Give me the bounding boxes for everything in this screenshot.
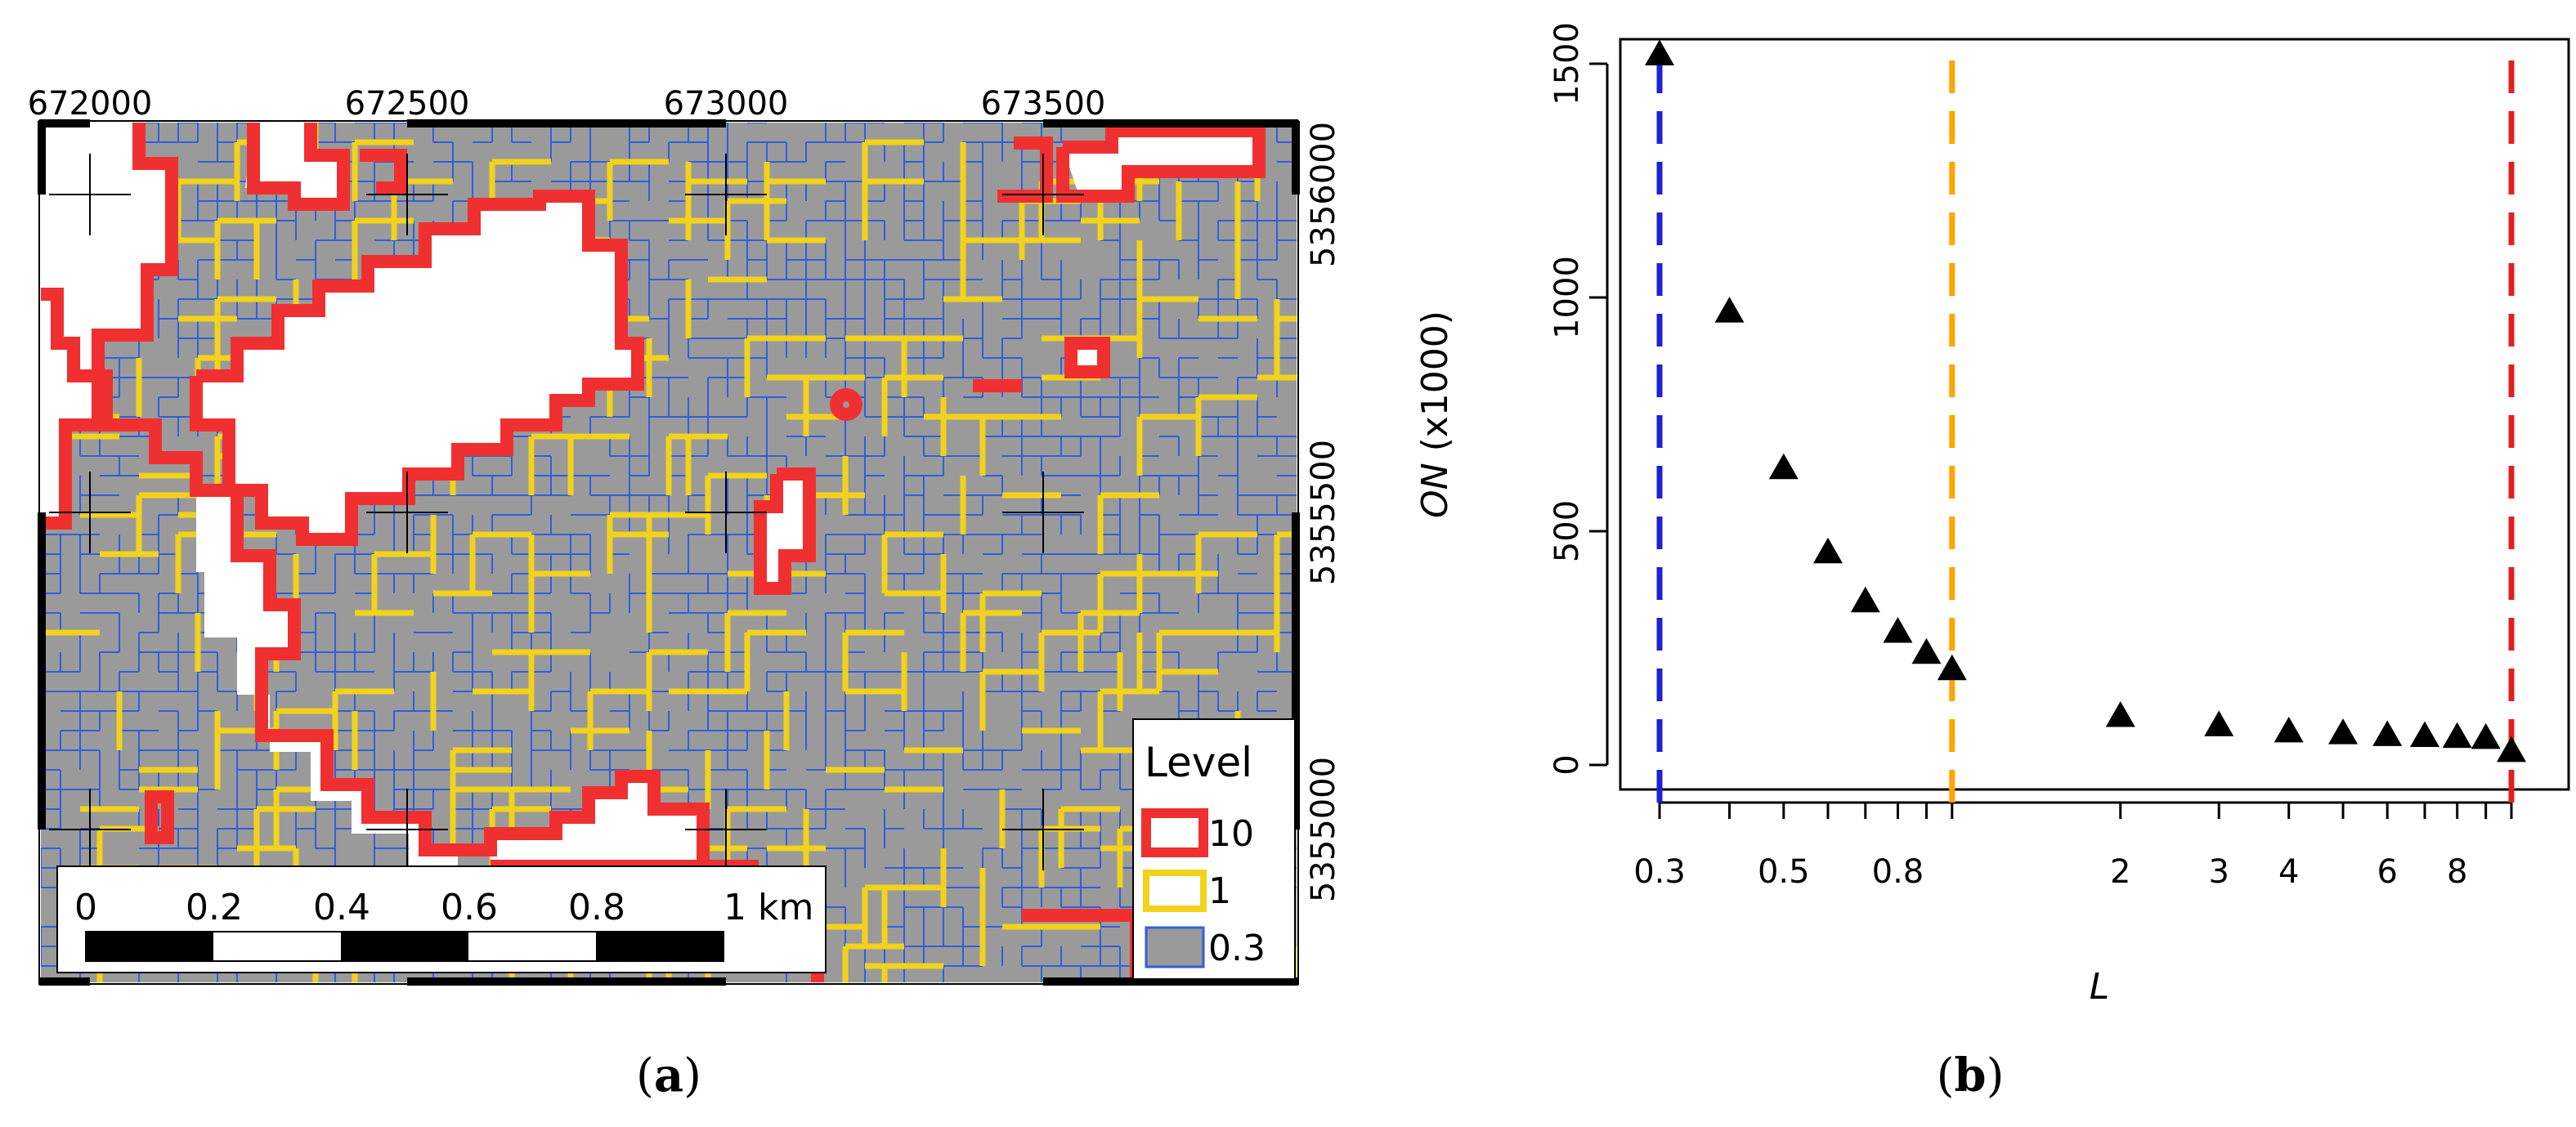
y-tick-label: 5355500	[1305, 440, 1342, 585]
data-point	[1812, 537, 1843, 564]
scale-label: 0.6	[441, 887, 498, 928]
data-point	[2497, 736, 2526, 763]
data-point	[2204, 710, 2234, 736]
legend-title: Level	[1145, 739, 1252, 786]
data-point	[2410, 721, 2440, 748]
x-tick-label: 3	[2209, 853, 2229, 891]
y-tick-label: 1000	[1548, 256, 1586, 339]
scale-label: 0.8	[568, 887, 625, 928]
legend-swatch-level-0-3	[1145, 926, 1205, 968]
legend-label: 0.3	[1208, 928, 1266, 969]
x-tick-label: 6	[2377, 853, 2397, 891]
grid-crosshairs	[49, 154, 1084, 870]
scale-label: 0	[74, 887, 97, 928]
map-legend: Level 10 1 0.3	[1132, 718, 1296, 980]
y-tick-label: 5355000	[1305, 757, 1342, 902]
y-axis: 0 500 1000 1500	[1548, 22, 1609, 776]
y-label-rest: (x1000)	[1414, 311, 1456, 463]
data-point	[1937, 654, 1967, 681]
plot-frame	[1619, 38, 2570, 791]
y-tick-label: 1500	[1548, 22, 1586, 105]
no-data-zones	[41, 123, 1259, 883]
data-point	[2274, 716, 2304, 743]
data-point	[2442, 722, 2472, 749]
legend-swatch-level-1	[1143, 870, 1207, 912]
x-tick-label: 673000	[664, 85, 789, 123]
reference-lines	[1656, 42, 2515, 803]
map-frame	[38, 119, 1300, 986]
scale-label: 0.2	[186, 887, 243, 928]
data-point	[1714, 297, 1745, 323]
x-tick-label: 0.8	[1872, 853, 1924, 891]
panel-b-caption: (b)	[1937, 1049, 2005, 1102]
y-tick-label: 0	[1548, 754, 1586, 775]
x-tick-label: 0.5	[1758, 853, 1810, 891]
panel-a-caption: (a)	[636, 1049, 701, 1102]
x-tick-label: 673500	[981, 85, 1106, 123]
data-point	[1645, 39, 1674, 66]
x-tick-label: 2	[2110, 853, 2130, 891]
y-tick-label: 500	[1548, 500, 1586, 562]
x-tick-label: 672000	[28, 85, 153, 123]
caption-letter: a	[654, 1049, 683, 1102]
y-tick-label: 5356000	[1305, 122, 1342, 267]
legend-label: 10	[1208, 813, 1254, 855]
x-axis: 0.3 0.5 0.8 2 3 4 6 8	[1633, 801, 2513, 891]
x-tick-label: 672500	[345, 85, 470, 123]
scale-label: 0.4	[313, 887, 370, 928]
data-point	[1911, 637, 1942, 664]
panel-b-plot: 0 500 1000 1500 0.3 0.5 0.8 2 3 4 6 8 ON (x1000) L…	[1414, 22, 2570, 1102]
y-axis-label: ON (x1000)	[1414, 311, 1456, 518]
data-point	[2372, 720, 2403, 746]
legend-label: 1	[1208, 870, 1231, 912]
data-point	[1883, 616, 1913, 643]
caption-letter: b	[1954, 1049, 1986, 1102]
x-axis-label: L	[2090, 966, 2110, 1008]
data-point	[1768, 453, 1799, 480]
data-point	[2328, 718, 2359, 745]
legend-swatch-level-10	[1141, 808, 1208, 857]
data-point	[2105, 700, 2135, 727]
x-tick-label: 0.3	[1633, 853, 1686, 891]
data-point	[1850, 586, 1880, 613]
x-tick-label: 4	[2278, 853, 2299, 891]
data-points	[1645, 39, 2526, 763]
y-label-italic: ON	[1414, 463, 1456, 518]
x-tick-label: 8	[2447, 853, 2467, 891]
panel-a-map: 672000 672500 673000 673500	[28, 85, 1342, 1102]
scale-label: 1 km	[724, 887, 813, 928]
data-point	[2471, 722, 2501, 749]
scale-bar: 0 0.2 0.4 0.6 0.8 1 km	[56, 865, 827, 973]
